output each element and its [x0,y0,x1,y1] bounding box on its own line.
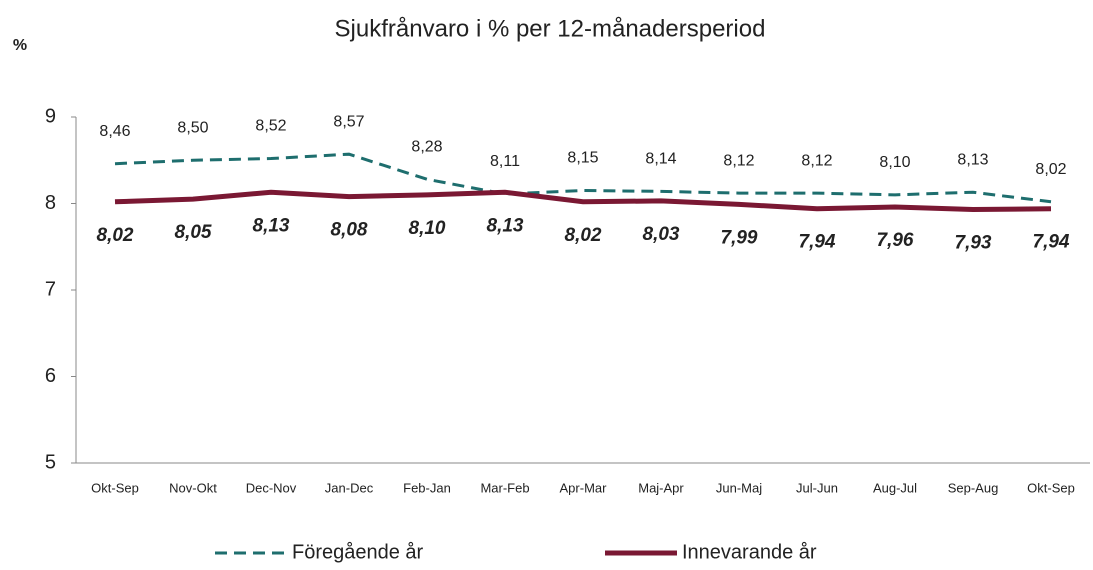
x-tick-label: Jun-Maj [716,480,762,495]
legend-label: Innevarande år [682,541,817,563]
x-tick-label: Okt-Sep [91,480,139,495]
data-label: 7,93 [955,233,992,254]
data-label: 8,46 [99,123,130,140]
x-tick-label: Jan-Dec [325,480,374,495]
chart-title: Sjukfrånvaro i % per 12-månadersperiod [335,15,766,42]
data-label: 8,10 [409,218,446,239]
y-tick-label: 8 [45,192,56,214]
x-tick-label: Sep-Aug [948,480,999,495]
x-tick-label: Nov-Okt [169,480,217,495]
x-tick-label: Maj-Apr [638,480,684,495]
x-tick-label: Mar-Feb [480,480,529,495]
data-label: 7,99 [721,227,758,248]
x-tick-label: Apr-Mar [560,480,608,495]
data-label: 8,28 [411,138,442,155]
data-label: 8,13 [487,215,524,236]
x-tick-label: Okt-Sep [1027,480,1075,495]
x-tick-label: Feb-Jan [403,480,451,495]
data-label: 8,02 [565,225,602,246]
x-tick-label: Dec-Nov [246,480,297,495]
data-label: 8,03 [643,224,680,245]
y-tick-label: 5 [45,451,56,473]
data-label: 8,12 [723,152,754,169]
y-axis-label: % [13,37,27,54]
data-label: 8,50 [177,119,208,136]
data-label: 8,08 [331,220,368,241]
data-label: 8,13 [957,151,988,168]
data-label: 8,52 [255,118,286,135]
data-label: 7,96 [877,230,914,251]
data-label: 8,11 [490,153,520,170]
data-label: 8,15 [567,150,598,167]
data-label: 8,02 [1035,161,1066,178]
x-tick-label: Jul-Jun [796,480,838,495]
y-tick-label: 7 [45,278,56,300]
data-label: 7,94 [1033,232,1070,253]
data-label: 8,05 [175,222,212,243]
data-label: 8,10 [879,154,910,171]
data-label: 8,02 [97,225,134,246]
y-tick-label: 9 [45,105,56,127]
data-label: 8,57 [333,113,364,130]
data-label: 7,94 [799,232,836,253]
x-tick-label: Aug-Jul [873,480,917,495]
y-tick-label: 6 [45,365,56,387]
data-label: 8,14 [645,151,676,168]
series-line [114,152,1052,204]
data-label: 8,13 [253,215,290,236]
data-label: 8,12 [801,152,832,169]
series-line [114,189,1052,213]
legend-label: Föregående år [292,541,424,563]
